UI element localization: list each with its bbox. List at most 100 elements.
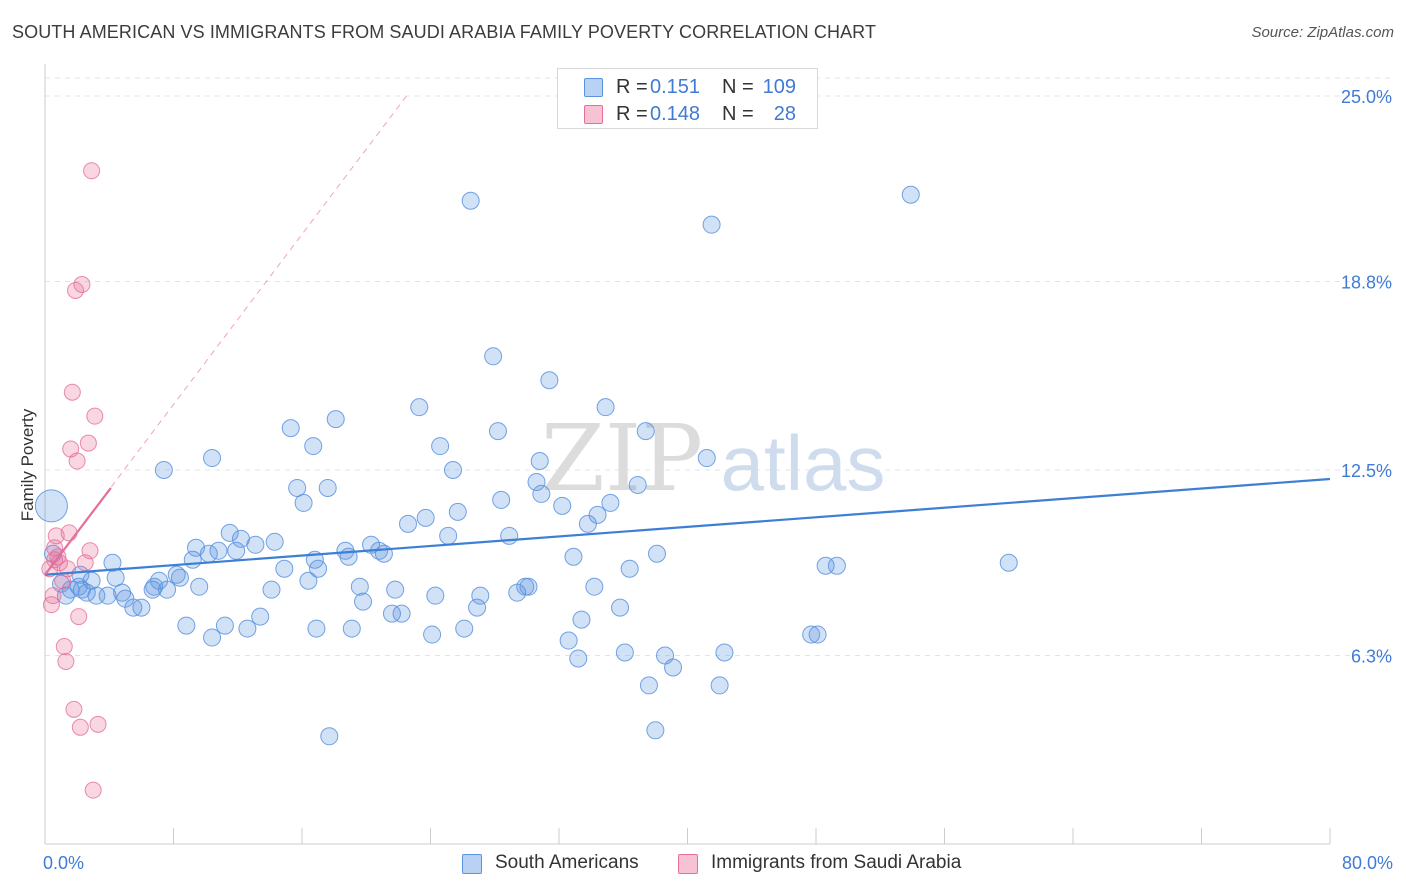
point-south-americans [309, 559, 328, 578]
point-south-americans [320, 727, 339, 746]
chart-title: SOUTH AMERICAN VS IMMIGRANTS FROM SAUDI … [12, 22, 877, 42]
n-value-saudi-arabia: 28 [773, 103, 796, 125]
point-south-americans [715, 643, 734, 662]
point-south-americans [113, 583, 132, 602]
legend-swatch-saudi-arabia [584, 105, 603, 124]
point-south-americans [374, 544, 393, 563]
point-saudi-arabia [73, 275, 91, 293]
point-south-americans [34, 489, 68, 523]
point-south-americans [532, 484, 551, 503]
point-south-americans [177, 616, 196, 635]
point-south-americans [382, 604, 401, 623]
x-tick-label-max: 80.0% [1342, 853, 1393, 873]
point-south-americans [170, 568, 189, 587]
point-south-americans [431, 437, 450, 456]
point-south-americans [392, 604, 411, 623]
point-south-americans [559, 631, 578, 650]
point-south-americans [527, 472, 546, 491]
point-south-americans [318, 478, 337, 497]
point-south-americans [702, 215, 721, 234]
point-south-americans [443, 461, 462, 479]
point-saudi-arabia [79, 434, 97, 452]
point-saudi-arabia [83, 162, 101, 180]
point-south-americans [901, 185, 920, 204]
point-south-americans [342, 619, 361, 638]
point-south-americans [167, 565, 186, 584]
point-south-americans [246, 535, 265, 554]
point-south-americans [664, 658, 683, 677]
point-south-americans [808, 625, 827, 644]
point-south-americans [410, 398, 429, 417]
point-south-americans [143, 580, 162, 599]
data-points [34, 162, 1018, 799]
point-saudi-arabia [71, 718, 89, 736]
swatch-south-americans [462, 854, 482, 874]
point-south-americans [98, 586, 117, 605]
trend-lines [44, 95, 1331, 576]
point-south-americans [639, 676, 658, 695]
point-south-americans [697, 449, 716, 468]
point-south-americans [209, 541, 228, 560]
point-south-americans [471, 586, 490, 605]
y-tick-label: 6.3% [1351, 647, 1392, 667]
point-saudi-arabia [67, 281, 85, 299]
point-south-americans [448, 502, 467, 521]
point-south-americans [500, 526, 519, 545]
point-south-americans [596, 398, 615, 417]
x-tick-labels: 0.0% 80.0% [43, 853, 1393, 873]
axes [44, 64, 1331, 845]
watermark-zip: ZIP [541, 405, 703, 512]
trend-line-south-americans [44, 477, 1331, 576]
point-south-americans [262, 580, 281, 599]
point-south-americans [265, 532, 284, 551]
n-value-south-americans: 109 [762, 76, 796, 98]
point-saudi-arabia [55, 638, 73, 656]
point-saudi-arabia [86, 407, 104, 425]
point-south-americans [294, 493, 313, 512]
r-value-south-americans: 0.151 [650, 76, 701, 98]
point-south-americans [106, 568, 125, 587]
watermark-atlas: atlas [721, 419, 886, 507]
point-south-americans [307, 619, 326, 638]
point-south-americans [455, 619, 474, 638]
y-axis-title: Family Poverty [18, 408, 37, 522]
point-south-americans [611, 598, 630, 617]
point-saudi-arabia [81, 542, 99, 560]
point-saudi-arabia [68, 452, 86, 470]
point-south-americans [190, 577, 209, 596]
legend-row-saudi-arabia: R = 0.148 N = 28 [558, 101, 817, 127]
point-south-americans [215, 616, 234, 635]
point-saudi-arabia [57, 652, 75, 670]
point-south-americans [572, 610, 591, 629]
point-south-americans [326, 410, 345, 429]
x-tick-label-min: 0.0% [43, 853, 84, 873]
point-south-americans [492, 490, 511, 509]
point-south-americans [288, 478, 307, 497]
grid-lines [45, 77, 1392, 657]
point-south-americans [620, 559, 639, 578]
point-south-americans [103, 553, 122, 572]
point-south-americans [132, 598, 151, 617]
point-south-americans [646, 721, 665, 740]
point-south-americans [350, 577, 369, 596]
point-south-americans [77, 583, 96, 602]
point-south-americans [220, 523, 239, 542]
point-south-americans [227, 541, 246, 560]
point-saudi-arabia [44, 587, 62, 605]
point-saudi-arabia [84, 781, 102, 799]
point-south-americans [461, 191, 480, 210]
point-south-americans [299, 571, 318, 590]
point-south-americans [601, 493, 620, 512]
point-south-americans [354, 592, 373, 611]
y-tick-label: 18.8% [1341, 273, 1392, 293]
point-south-americans [416, 508, 435, 527]
point-south-americans [802, 625, 821, 644]
y-tick-label: 25.0% [1341, 87, 1392, 107]
legend-row-south-americans: R = 0.151 N = 109 [558, 74, 817, 100]
point-south-americans [386, 580, 405, 599]
point-south-americans [647, 544, 666, 563]
point-south-americans [82, 571, 101, 590]
legend-swatch-south-americans [584, 78, 603, 97]
point-south-americans [56, 586, 75, 605]
point-south-americans [519, 577, 538, 596]
